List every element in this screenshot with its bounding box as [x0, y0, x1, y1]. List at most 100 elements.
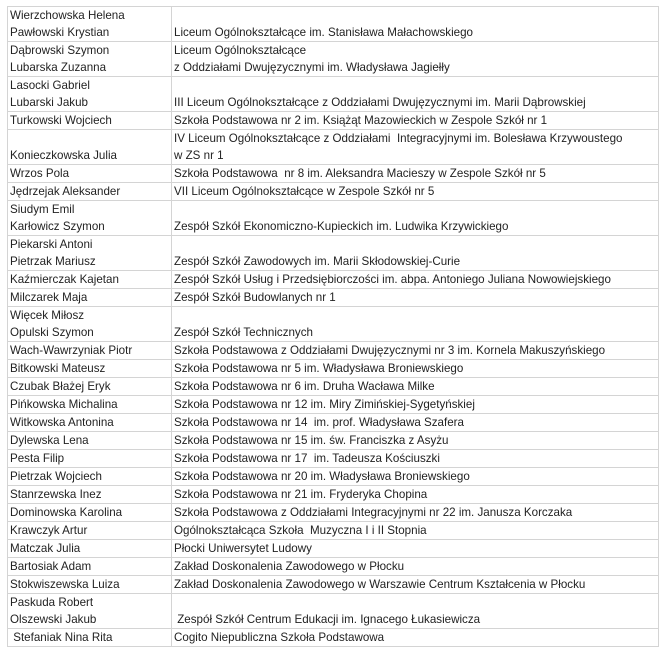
- school-cell[interactable]: Szkoła Podstawowa nr 20 im. Władysława B…: [171, 467, 659, 486]
- table-row: Jędrzejak Aleksander VII Liceum Ogólnoksz…: [7, 182, 659, 201]
- name-cell[interactable]: Krawczyk Artur: [7, 521, 172, 540]
- school-cell-line: Liceum Ogólnokształcące im. Stanisława M…: [174, 26, 473, 39]
- name-cell[interactable]: Bartosiak Adam: [7, 557, 172, 576]
- school-cell[interactable]: Liceum Ogólnokształcące im. Stanisława M…: [171, 6, 659, 42]
- school-cell[interactable]: Zespół Szkół Technicznych: [171, 306, 659, 342]
- name-cell[interactable]: Matczak Julia: [7, 539, 172, 558]
- school-cell[interactable]: Szkoła Podstawowa nr 12 im. Miry Zimińsk…: [171, 395, 659, 414]
- school-cell[interactable]: VII Liceum Ogólnokształcące w Zespole Sz…: [171, 182, 659, 201]
- table-row: Bitkowski Mateusz Szkoła Podstawowa nr 5 …: [7, 359, 659, 378]
- school-cell[interactable]: Szkoła Podstawowa z Oddziałami Dwujęzycz…: [171, 341, 659, 360]
- table-row: Pesta Filip Szkoła Podstawowa nr 17 im. T…: [7, 449, 659, 468]
- name-cell[interactable]: Piekarski Antoni Pietrzak Mariusz: [7, 235, 172, 271]
- school-cell[interactable]: Szkoła Podstawowa nr 6 im. Druha Wacława…: [171, 377, 659, 396]
- table-row: Bartosiak Adam Zakład Doskonalenia Zawodo…: [7, 557, 659, 576]
- name-cell-line: Lasocki Gabriel: [10, 79, 90, 92]
- school-cell[interactable]: Szkoła Podstawowa nr 21 im. Fryderyka Ch…: [171, 485, 659, 504]
- school-cell[interactable]: IV Liceum Ogólnokształcące z Oddziałami …: [171, 129, 659, 165]
- name-cell-line: Lubarska Zuzanna: [10, 61, 107, 74]
- name-cell[interactable]: Dominowska Karolina: [7, 503, 172, 522]
- name-cell[interactable]: Turkowski Wojciech: [7, 111, 172, 130]
- name-cell[interactable]: Jędrzejak Aleksander: [7, 182, 172, 201]
- table-row: Krawczyk Artur Ogólnokształcąca Szkoła Mu…: [7, 521, 659, 540]
- name-cell[interactable]: Czubak Błażej Eryk: [7, 377, 172, 396]
- name-cell[interactable]: Bitkowski Mateusz: [7, 359, 172, 378]
- table-row: Konieczkowska Julia IV Liceum Ogólnokszta…: [7, 129, 659, 165]
- table-body: Wierzchowska Helena Pawłowski Krystian Lic…: [7, 6, 659, 647]
- name-cell-line: Dylewska Lena: [10, 434, 89, 447]
- school-cell[interactable]: Liceum Ogólnokształcące z Oddziałami Dwuj…: [171, 41, 659, 77]
- name-cell-line: Olszewski Jakub: [10, 613, 97, 626]
- name-cell-line: Dąbrowski Szymon: [10, 44, 110, 57]
- name-cell[interactable]: Wierzchowska Helena Pawłowski Krystian: [7, 6, 172, 42]
- name-cell-line: Wach-Wawrzyniak Piotr: [10, 344, 133, 357]
- name-cell[interactable]: Stokwiszewska Luiza: [7, 575, 172, 594]
- school-cell[interactable]: Cogito Niepubliczna Szkoła Podstawowa: [171, 628, 659, 647]
- name-cell-line: Konieczkowska Julia: [10, 149, 117, 162]
- school-cell[interactable]: Szkoła Podstawowa nr 2 im. Książąt Mazow…: [171, 111, 659, 130]
- school-cell-line: VII Liceum Ogólnokształcące w Zespole Sz…: [174, 185, 435, 198]
- name-cell-line: Wierzchowska Helena: [10, 9, 125, 22]
- name-cell-line: Bitkowski Mateusz: [10, 362, 106, 375]
- school-cell[interactable]: Zespół Szkół Centrum Edukacji im. Ignace…: [171, 593, 659, 629]
- name-cell-line: Lubarski Jakub: [10, 96, 88, 109]
- name-cell[interactable]: Paskuda Robert Olszewski Jakub: [7, 593, 172, 629]
- school-cell[interactable]: Płocki Uniwersytet Ludowy: [171, 539, 659, 558]
- school-cell[interactable]: Zespół Szkół Budowlanych nr 1: [171, 288, 659, 307]
- name-cell[interactable]: Witkowska Antonina: [7, 413, 172, 432]
- name-cell-line: Paskuda Robert: [10, 596, 94, 609]
- name-cell[interactable]: Pińkowska Michalina: [7, 395, 172, 414]
- name-cell[interactable]: Stefaniak Nina Rita: [7, 628, 172, 647]
- table-row: Wach-Wawrzyniak Piotr Szkoła Podstawowa z…: [7, 341, 659, 360]
- name-cell-line: Piekarski Antoni: [10, 238, 93, 251]
- name-cell-line: Kaźmierczak Kajetan: [10, 273, 119, 286]
- name-cell[interactable]: Pesta Filip: [7, 449, 172, 468]
- name-cell-line: Karłowicz Szymon: [10, 220, 105, 233]
- name-cell[interactable]: Siudym Emil Karłowicz Szymon: [7, 200, 172, 236]
- school-cell-line: Szkoła Podstawowa nr 17 im. Tadeusza Koś…: [174, 452, 440, 465]
- school-cell[interactable]: Zespół Szkół Usług i Przedsiębiorczości …: [171, 270, 659, 289]
- school-cell-line: Płocki Uniwersytet Ludowy: [174, 542, 312, 555]
- school-cell[interactable]: Szkoła Podstawowa z Oddziałami Integracy…: [171, 503, 659, 522]
- name-cell[interactable]: Dylewska Lena: [7, 431, 172, 450]
- school-cell[interactable]: Zespół Szkół Zawodowych im. Marii Skłodo…: [171, 235, 659, 271]
- table-row: Lasocki Gabriel Lubarski Jakub III Liceum …: [7, 76, 659, 112]
- name-cell[interactable]: Pietrzak Wojciech: [7, 467, 172, 486]
- name-cell-line: Milczarek Maja: [10, 291, 88, 304]
- school-cell[interactable]: Szkoła Podstawowa nr 14 im. prof. Władys…: [171, 413, 659, 432]
- school-cell[interactable]: Zakład Doskonalenia Zawodowego w Warszaw…: [171, 575, 659, 594]
- name-cell[interactable]: Milczarek Maja: [7, 288, 172, 307]
- school-cell[interactable]: Szkoła Podstawowa nr 5 im. Władysława Br…: [171, 359, 659, 378]
- school-cell[interactable]: Zakład Doskonalenia Zawodowego w Płocku: [171, 557, 659, 576]
- name-cell[interactable]: Lasocki Gabriel Lubarski Jakub: [7, 76, 172, 112]
- name-cell[interactable]: Stanrzewska Inez: [7, 485, 172, 504]
- school-cell-line: Zespół Szkół Centrum Edukacji im. Ignace…: [174, 613, 481, 626]
- name-cell-line: Bartosiak Adam: [10, 560, 92, 573]
- table-row: Stanrzewska Inez Szkoła Podstawowa nr 21 …: [7, 485, 659, 504]
- table-row: Turkowski Wojciech Szkoła Podstawowa nr 2…: [7, 111, 659, 130]
- name-cell[interactable]: Dąbrowski Szymon Lubarska Zuzanna: [7, 41, 172, 77]
- school-cell[interactable]: Szkoła Podstawowa nr 8 im. Aleksandra Ma…: [171, 164, 659, 183]
- name-cell[interactable]: Więcek Miłosz Opulski Szymon: [7, 306, 172, 342]
- name-cell[interactable]: Wrzos Pola: [7, 164, 172, 183]
- name-cell-line: Witkowska Antonina: [10, 416, 114, 429]
- school-cell[interactable]: III Liceum Ogólnokształcące z Oddziałami…: [171, 76, 659, 112]
- school-cell-line: Szkoła Podstawowa nr 5 im. Władysława Br…: [174, 362, 464, 375]
- school-cell[interactable]: Ogólnokształcąca Szkoła Muzyczna I i II …: [171, 521, 659, 540]
- name-cell-line: Pietrzak Wojciech: [10, 470, 102, 483]
- name-cell-line: Opulski Szymon: [10, 326, 94, 339]
- school-cell-line: Szkoła Podstawowa nr 15 im. św. Francisz…: [174, 434, 449, 447]
- school-cell-line: Zespół Szkół Usług i Przedsiębiorczości …: [174, 273, 611, 286]
- school-cell[interactable]: Szkoła Podstawowa nr 17 im. Tadeusza Koś…: [171, 449, 659, 468]
- name-cell[interactable]: Konieczkowska Julia: [7, 129, 172, 165]
- school-cell-line: Szkoła Podstawowa nr 14 im. prof. Władys…: [174, 416, 464, 429]
- name-cell[interactable]: Kaźmierczak Kajetan: [7, 270, 172, 289]
- name-cell[interactable]: Wach-Wawrzyniak Piotr: [7, 341, 172, 360]
- table-row: Czubak Błażej Eryk Szkoła Podstawowa nr 6…: [7, 377, 659, 396]
- assignments-table: Wierzchowska Helena Pawłowski Krystian Lic…: [7, 6, 659, 647]
- table-row: Witkowska Antonina Szkoła Podstawowa nr 1…: [7, 413, 659, 432]
- name-cell-line: Krawczyk Artur: [10, 524, 88, 537]
- school-cell[interactable]: Szkoła Podstawowa nr 15 im. św. Francisz…: [171, 431, 659, 450]
- name-cell-line: Czubak Błażej Eryk: [10, 380, 111, 393]
- school-cell[interactable]: Zespół Szkół Ekonomiczno-Kupieckich im. …: [171, 200, 659, 236]
